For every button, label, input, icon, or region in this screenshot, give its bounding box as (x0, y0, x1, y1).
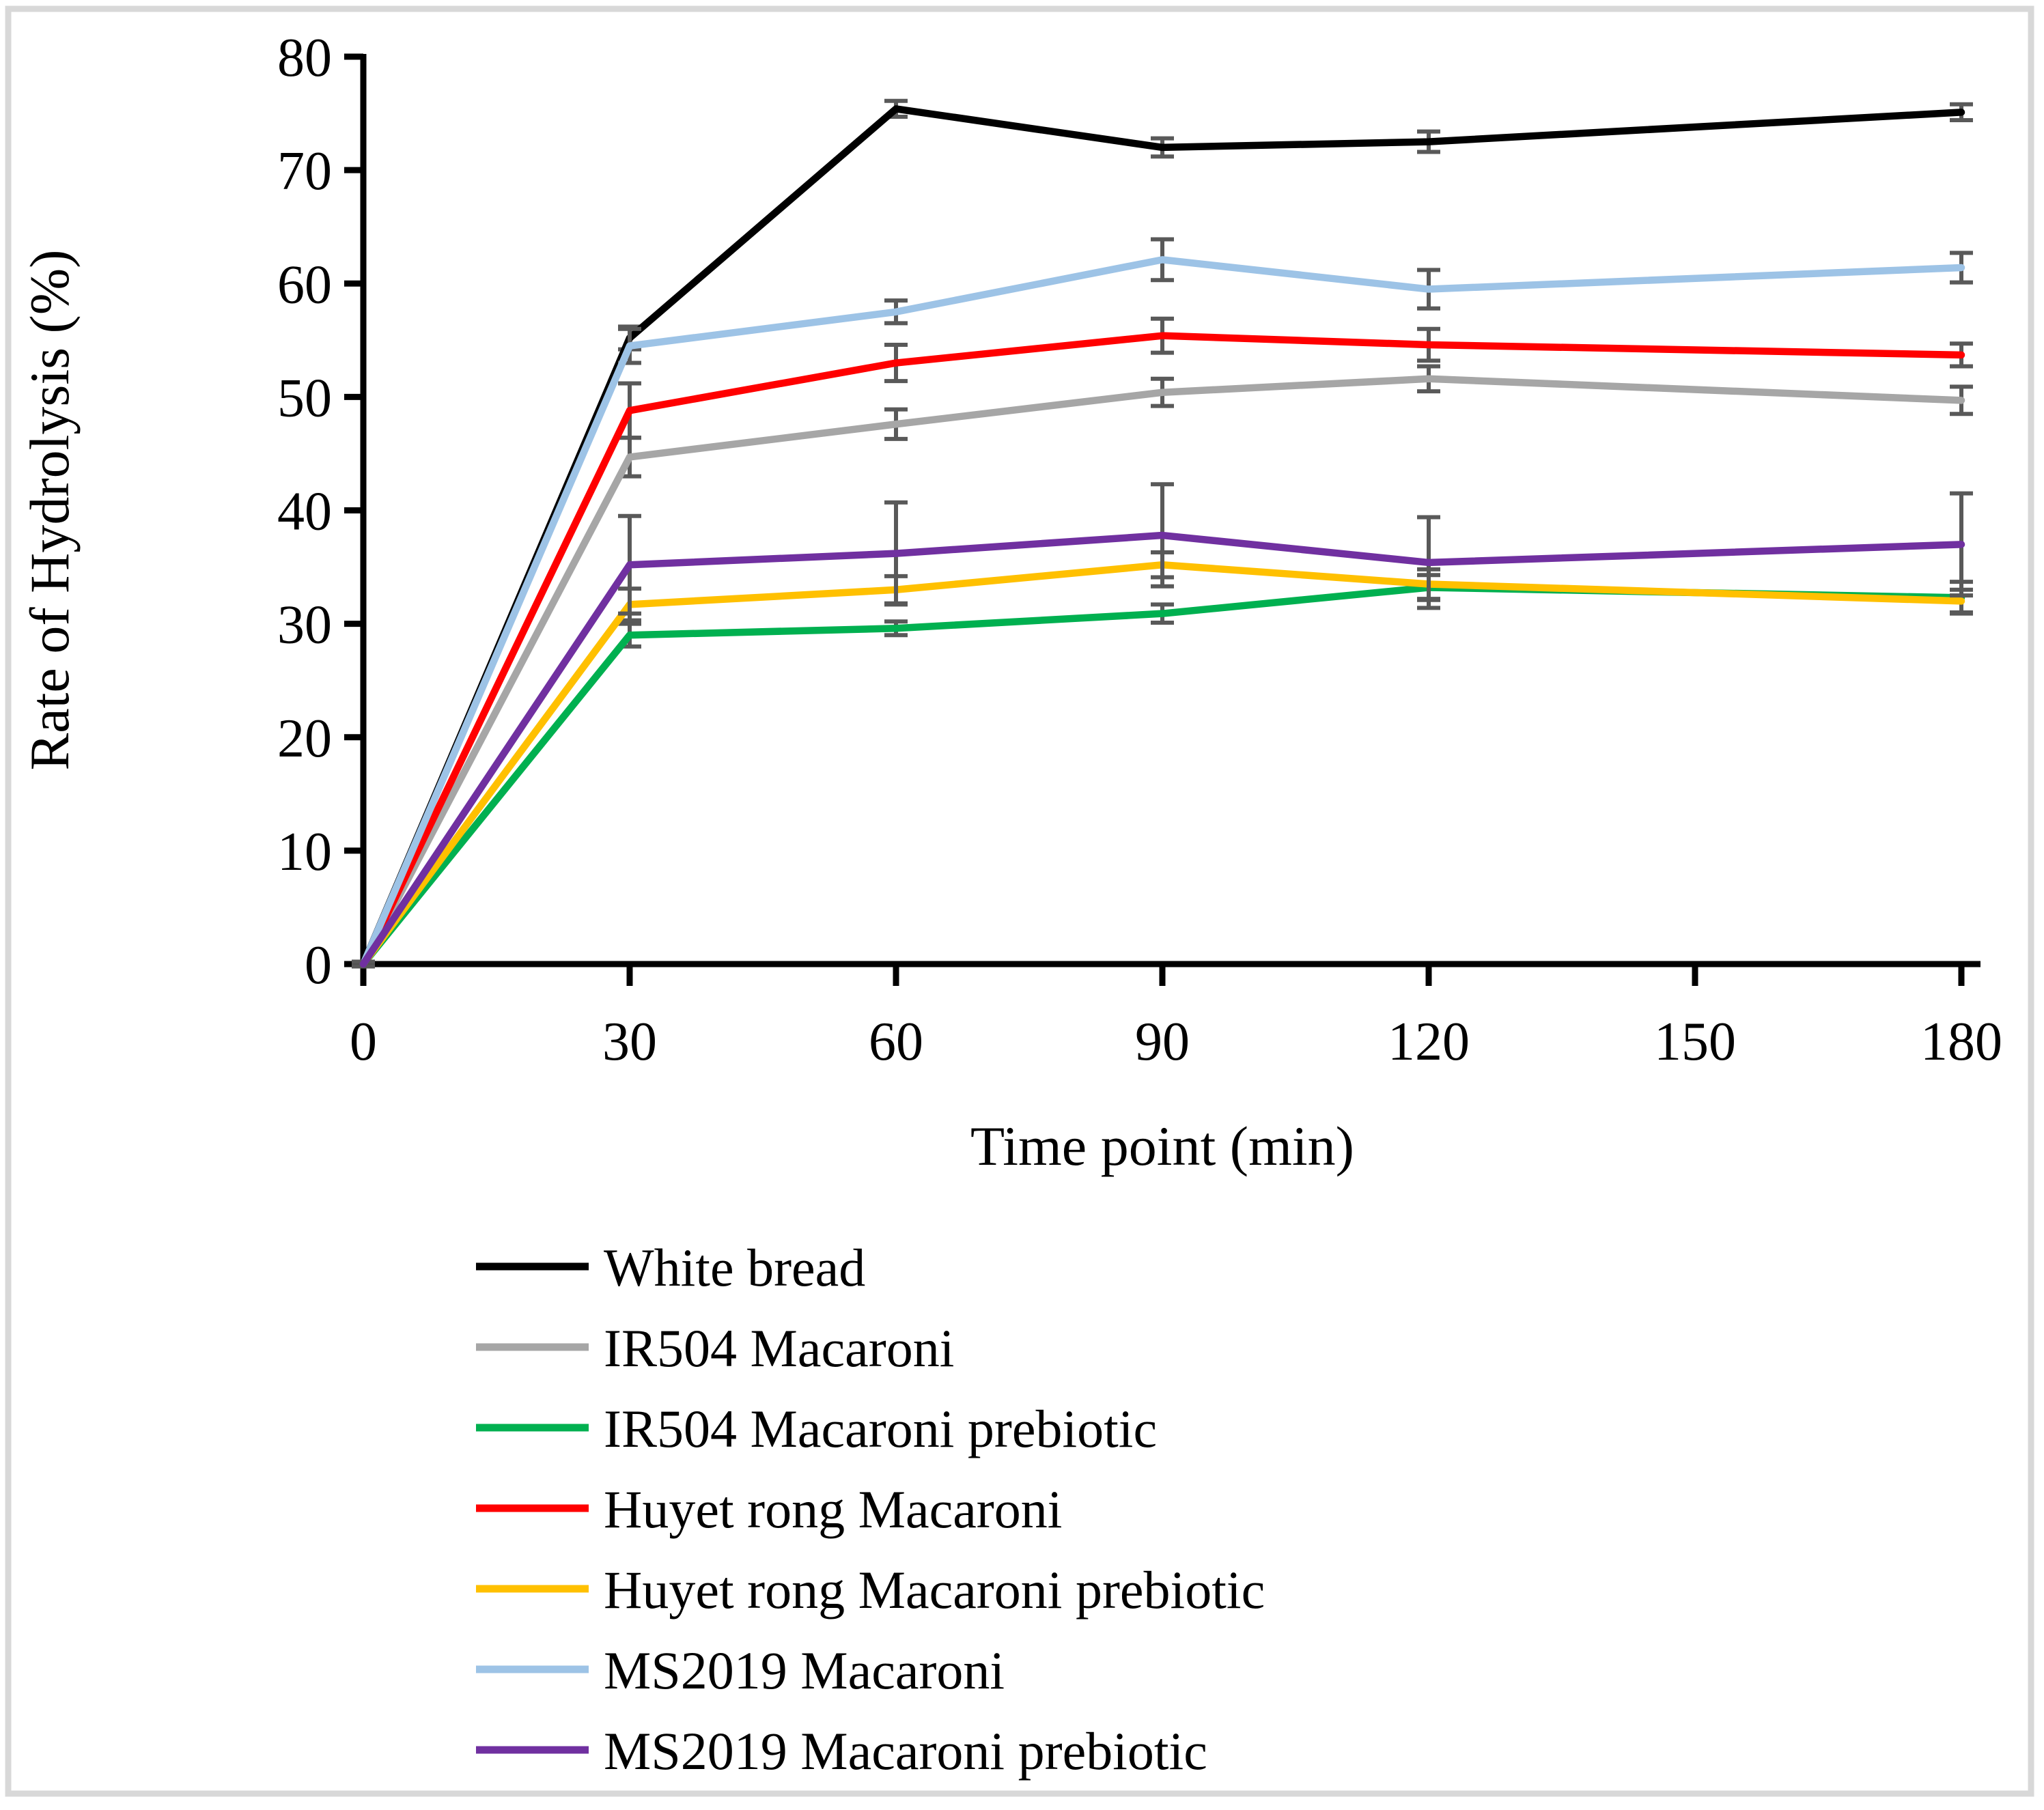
legend-label: IR504 Macaroni (604, 1318, 954, 1378)
legend-item: IR504 Macaroni (476, 1318, 954, 1378)
x-tick-label: 120 (1388, 1012, 1470, 1072)
y-axis-title: Rate of Hydrolysis (%) (18, 250, 81, 771)
series-group (352, 316, 1973, 969)
figure-border (5, 5, 2034, 1797)
x-tick-label: 60 (869, 1012, 923, 1072)
series-line (359, 531, 1965, 968)
legend-item: MS2019 Macaroni prebiotic (476, 1721, 1207, 1781)
x-tick-label: 180 (1920, 1012, 2002, 1072)
series-group (352, 482, 1973, 969)
y-tick-label: 10 (277, 822, 332, 882)
series-group (352, 364, 1973, 969)
legend-item: Huyet rong Macaroni prebiotic (476, 1560, 1265, 1620)
legend-item: White bread (476, 1238, 865, 1297)
legend-label: MS2019 Macaroni prebiotic (604, 1721, 1207, 1781)
series-line (359, 375, 1965, 968)
plot-area: 0 10 20 30 40 50 60 70 80 0 30 60 90 120 150 180 (277, 28, 2002, 1072)
y-tick-label: 60 (277, 255, 332, 315)
y-tick-label: 30 (277, 595, 332, 655)
legend-item: MS2019 Macaroni (476, 1641, 1005, 1700)
legend-label: Huyet rong Macaroni prebiotic (604, 1560, 1265, 1620)
legend: White bread IR504 Macaroni IR504 Macaroni … (476, 1238, 1265, 1781)
legend-label: MS2019 Macaroni (604, 1641, 1005, 1700)
y-tick-label: 40 (277, 482, 332, 542)
series-line (359, 561, 1965, 968)
x-tick-label: 150 (1654, 1012, 1736, 1072)
y-tick-label: 20 (277, 709, 332, 769)
x-axis-title: Time point (min) (970, 1115, 1354, 1177)
legend-label: IR504 Macaroni prebiotic (604, 1399, 1157, 1458)
x-tick-label: 90 (1135, 1012, 1190, 1072)
legend-label: Huyet rong Macaroni (604, 1480, 1062, 1539)
legend-item: Huyet rong Macaroni (476, 1480, 1062, 1539)
legend-label: White bread (604, 1238, 865, 1297)
series-group (352, 237, 1973, 969)
y-tick-label: 0 (305, 935, 332, 995)
series-group (352, 573, 1973, 969)
legend-item: IR504 Macaroni prebiotic (476, 1399, 1157, 1458)
x-tick-label: 0 (350, 1012, 377, 1072)
x-tick-label: 30 (602, 1012, 657, 1072)
series-line (359, 332, 1965, 968)
y-tick-label: 70 (277, 141, 332, 201)
y-tick-label: 50 (277, 368, 332, 428)
series-line (359, 256, 1965, 968)
y-tick-label: 80 (277, 28, 332, 88)
